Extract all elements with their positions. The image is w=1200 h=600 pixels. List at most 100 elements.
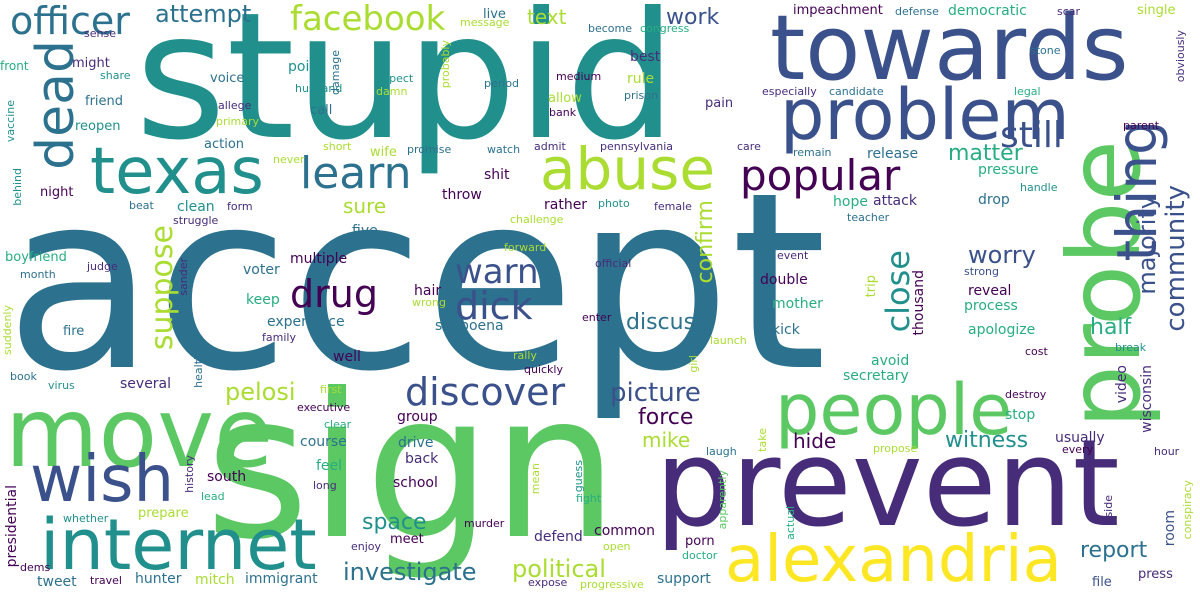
word: conspiracy [1181, 480, 1194, 540]
word: pelosi [225, 378, 296, 406]
word: whether [63, 512, 109, 525]
word: dick [455, 284, 533, 328]
word: sense [84, 27, 116, 40]
word: group [397, 409, 438, 425]
word: sure [343, 194, 387, 218]
word: message [460, 16, 510, 29]
word: democratic [948, 3, 1027, 19]
word: double [760, 272, 808, 288]
word: prison [624, 89, 658, 102]
word: official [595, 257, 632, 270]
word: allege [218, 99, 252, 112]
word: text [527, 5, 567, 29]
word: admit [534, 140, 566, 153]
word: attack [873, 193, 917, 209]
word: share [100, 69, 131, 82]
word: half [1090, 315, 1132, 340]
word: mean [529, 463, 542, 495]
word: long [313, 479, 337, 492]
word: teacher [847, 211, 890, 224]
word: rather [544, 197, 588, 213]
word: sign [205, 351, 619, 584]
word: clean [177, 199, 215, 215]
word: defend [534, 529, 583, 545]
word: discover [405, 370, 566, 414]
word: best [630, 49, 661, 65]
word: release [867, 146, 919, 162]
word: picture [610, 378, 701, 408]
word: pennsylvania [600, 140, 674, 153]
word: lead [201, 490, 225, 503]
word: allow [548, 91, 582, 106]
word: actual [784, 506, 797, 540]
word: promise [407, 143, 452, 156]
word: force [638, 405, 694, 430]
word: officer [10, 0, 130, 43]
word: wife [370, 145, 397, 160]
word: subpoena [435, 318, 504, 334]
word: course [300, 434, 347, 450]
word: prepare [138, 506, 189, 521]
word: murder [464, 517, 505, 530]
word: suppose [145, 225, 180, 351]
word: book [10, 370, 37, 383]
word: destroy [1005, 388, 1047, 401]
word: stupid [135, 0, 677, 179]
word: defense [895, 5, 939, 18]
word: executive [297, 401, 351, 414]
word: file [1092, 575, 1112, 590]
word: alexandria [725, 523, 1062, 597]
word: take [756, 428, 769, 452]
word: suddenly [1, 305, 14, 355]
word: fire [63, 324, 85, 339]
word: mother [772, 296, 823, 312]
word: virus [48, 379, 75, 392]
word: feel [316, 458, 343, 474]
word: break [1115, 341, 1147, 354]
word: apparently [716, 470, 729, 530]
word: five [352, 223, 378, 239]
word: presidential [4, 485, 20, 568]
word: doctor [682, 549, 718, 562]
word: reopen [75, 119, 121, 134]
word: process [964, 298, 1018, 314]
word: health [192, 353, 205, 388]
word: facebook [290, 0, 446, 39]
word: behind [11, 168, 24, 206]
word: launch [710, 334, 747, 347]
word: kick [772, 322, 800, 338]
word: still [1000, 115, 1063, 156]
word: warn [455, 252, 539, 292]
word: witness [945, 428, 1029, 453]
word: every [1062, 443, 1094, 456]
word: expect [376, 72, 414, 85]
word: period [484, 77, 520, 90]
word: apologize [968, 322, 1036, 338]
word: beat [129, 199, 154, 212]
word: medium [556, 70, 602, 83]
word: learn [300, 148, 412, 199]
word: drop [978, 192, 1010, 208]
word: hide [793, 429, 837, 453]
word: wisconsin [1139, 365, 1155, 433]
word: girl [687, 355, 700, 373]
word: attempt [155, 0, 252, 28]
word: mitch [195, 572, 235, 588]
word: move [5, 377, 274, 489]
word: judge [87, 260, 118, 273]
word: photo [598, 197, 630, 210]
word: female [654, 200, 692, 213]
word: rule [627, 71, 655, 87]
word: enjoy [351, 540, 382, 553]
word: travel [90, 574, 122, 587]
word: pain [705, 96, 734, 111]
word: struggle [173, 214, 219, 227]
word: vaccine [4, 100, 17, 143]
word: experience [267, 314, 345, 330]
word: video [1114, 365, 1130, 404]
word: guess [572, 460, 585, 493]
word: might [72, 56, 110, 71]
word: wish [30, 443, 175, 517]
word: never [273, 153, 305, 166]
